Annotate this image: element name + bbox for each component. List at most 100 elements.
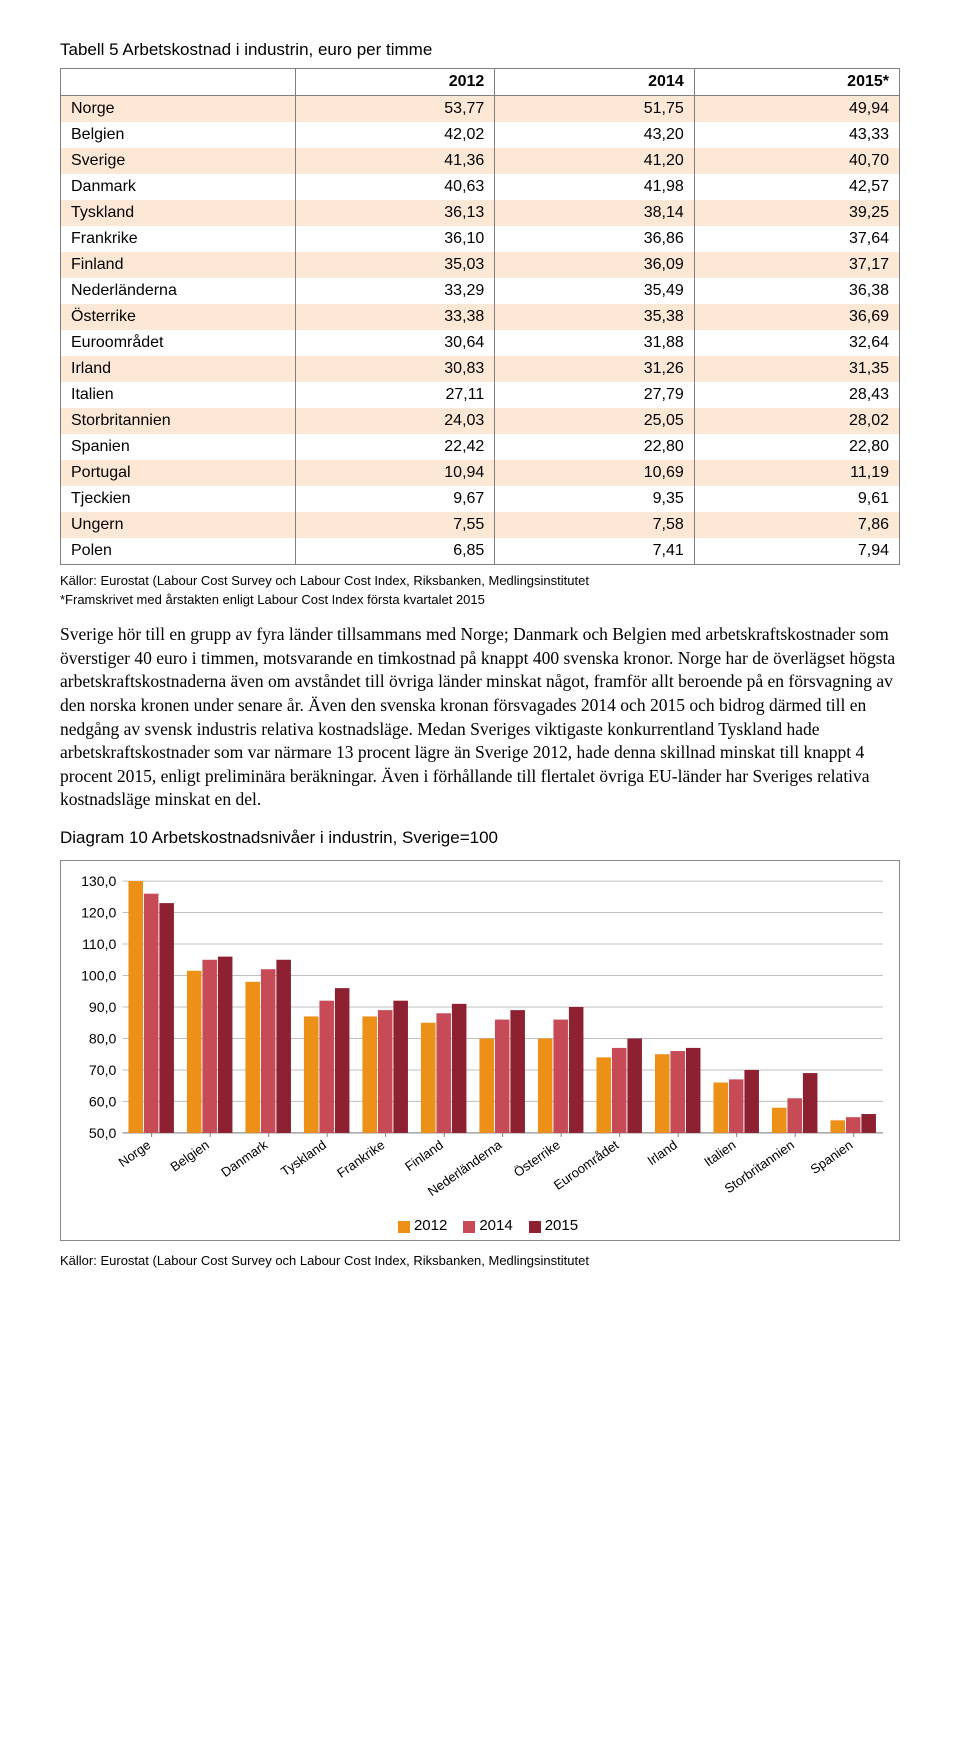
chart-legend: 201220142015 <box>67 1217 893 1234</box>
table-cell: 36,13 <box>295 200 494 226</box>
table-cell: 33,29 <box>295 278 494 304</box>
table-cell: 35,38 <box>495 304 694 330</box>
table-row: Spanien22,4222,8022,80 <box>61 434 900 460</box>
table-cell: 7,55 <box>295 512 494 538</box>
table-cell: Italien <box>61 382 296 408</box>
table-cell: 24,03 <box>295 408 494 434</box>
svg-text:Belgien: Belgien <box>168 1137 212 1174</box>
table-row: Frankrike36,1036,8637,64 <box>61 226 900 252</box>
table-cell: Ungern <box>61 512 296 538</box>
table-row: Storbritannien24,0325,0528,02 <box>61 408 900 434</box>
svg-text:90,0: 90,0 <box>89 999 117 1015</box>
table-footnote: *Framskrivet med årstakten enligt Labour… <box>60 592 900 607</box>
table-cell: 36,10 <box>295 226 494 252</box>
svg-text:100,0: 100,0 <box>81 968 116 984</box>
svg-text:Danmark: Danmark <box>218 1137 270 1180</box>
table-cell: 27,79 <box>495 382 694 408</box>
svg-text:Spanien: Spanien <box>807 1137 855 1177</box>
table-cell: 51,75 <box>495 96 694 123</box>
table-cell: 10,69 <box>495 460 694 486</box>
svg-text:80,0: 80,0 <box>89 1031 117 1047</box>
table-cell: Irland <box>61 356 296 382</box>
table-cell: 31,35 <box>694 356 899 382</box>
table-cell: Frankrike <box>61 226 296 252</box>
svg-text:70,0: 70,0 <box>89 1062 117 1078</box>
svg-text:Finland: Finland <box>402 1137 446 1174</box>
table-cell: 31,26 <box>495 356 694 382</box>
table-cell: 40,63 <box>295 174 494 200</box>
table-cell: Storbritannien <box>61 408 296 434</box>
table-cell: Belgien <box>61 122 296 148</box>
table-cell: Euroområdet <box>61 330 296 356</box>
svg-text:50,0: 50,0 <box>89 1125 117 1141</box>
table-cell: 9,61 <box>694 486 899 512</box>
svg-text:Irland: Irland <box>644 1137 679 1168</box>
svg-text:Frankrike: Frankrike <box>334 1137 387 1181</box>
body-paragraph: Sverige hör till en grupp av fyra länder… <box>60 623 900 812</box>
chart-container: 50,060,070,080,090,0100,0110,0120,0130,0… <box>60 860 900 1241</box>
table-cell: Portugal <box>61 460 296 486</box>
table-cell: 49,94 <box>694 96 899 123</box>
table-cell: 7,94 <box>694 538 899 565</box>
table-cell: Nederländerna <box>61 278 296 304</box>
table-cell: 7,41 <box>495 538 694 565</box>
table-cell: 36,86 <box>495 226 694 252</box>
table-cell: 42,02 <box>295 122 494 148</box>
table-cell: Tjeckien <box>61 486 296 512</box>
table-cell: 30,83 <box>295 356 494 382</box>
table-cell: Spanien <box>61 434 296 460</box>
table-row: Tyskland36,1338,1439,25 <box>61 200 900 226</box>
table-cell: Tyskland <box>61 200 296 226</box>
svg-text:60,0: 60,0 <box>89 1093 117 1109</box>
table-cell: 35,03 <box>295 252 494 278</box>
table-cell: Sverige <box>61 148 296 174</box>
table-cell: 31,88 <box>495 330 694 356</box>
table-cell: 37,64 <box>694 226 899 252</box>
table-cell: 6,85 <box>295 538 494 565</box>
table-row: Irland30,8331,2631,35 <box>61 356 900 382</box>
table-cell: 41,98 <box>495 174 694 200</box>
table-cell: 28,43 <box>694 382 899 408</box>
table-cell: 9,35 <box>495 486 694 512</box>
table-cell: 36,69 <box>694 304 899 330</box>
table-row: Danmark40,6341,9842,57 <box>61 174 900 200</box>
col-header <box>61 69 296 96</box>
table-cell: 7,58 <box>495 512 694 538</box>
table-cell: 40,70 <box>694 148 899 174</box>
table-cell: Finland <box>61 252 296 278</box>
table-cell: Österrike <box>61 304 296 330</box>
table-row: Belgien42,0243,2043,33 <box>61 122 900 148</box>
svg-text:Österrike: Österrike <box>511 1137 563 1180</box>
svg-text:130,0: 130,0 <box>81 873 116 889</box>
legend-label: 2012 <box>414 1217 447 1234</box>
svg-text:Euroområdet: Euroområdet <box>551 1137 622 1193</box>
table-row: Norge53,7751,7549,94 <box>61 96 900 123</box>
table-cell: 33,38 <box>295 304 494 330</box>
bar-chart: 50,060,070,080,090,0100,0110,0120,0130,0… <box>67 871 893 1213</box>
table-row: Polen6,857,417,94 <box>61 538 900 565</box>
table-header-row: 2012 2014 2015* <box>61 69 900 96</box>
table-cell: 22,80 <box>694 434 899 460</box>
table-cell: 42,57 <box>694 174 899 200</box>
table-cell: 10,94 <box>295 460 494 486</box>
table-row: Portugal10,9410,6911,19 <box>61 460 900 486</box>
table-cell: 36,09 <box>495 252 694 278</box>
table-row: Euroområdet30,6431,8832,64 <box>61 330 900 356</box>
svg-text:Norge: Norge <box>116 1137 154 1170</box>
legend-swatch <box>529 1221 541 1233</box>
table-cell: 28,02 <box>694 408 899 434</box>
table-cell: 30,64 <box>295 330 494 356</box>
table-cell: 25,05 <box>495 408 694 434</box>
table-row: Finland35,0336,0937,17 <box>61 252 900 278</box>
table-cell: 9,67 <box>295 486 494 512</box>
table-cell: 32,64 <box>694 330 899 356</box>
table-cell: 22,80 <box>495 434 694 460</box>
chart-title: Diagram 10 Arbetskostnadsnivåer i indust… <box>60 828 900 848</box>
svg-text:Italien: Italien <box>701 1137 738 1169</box>
table-cell: 36,38 <box>694 278 899 304</box>
table-cell: 22,42 <box>295 434 494 460</box>
table-cell: 11,19 <box>694 460 899 486</box>
table-cell: 41,20 <box>495 148 694 174</box>
legend-label: 2014 <box>479 1217 512 1234</box>
table-row: Österrike33,3835,3836,69 <box>61 304 900 330</box>
